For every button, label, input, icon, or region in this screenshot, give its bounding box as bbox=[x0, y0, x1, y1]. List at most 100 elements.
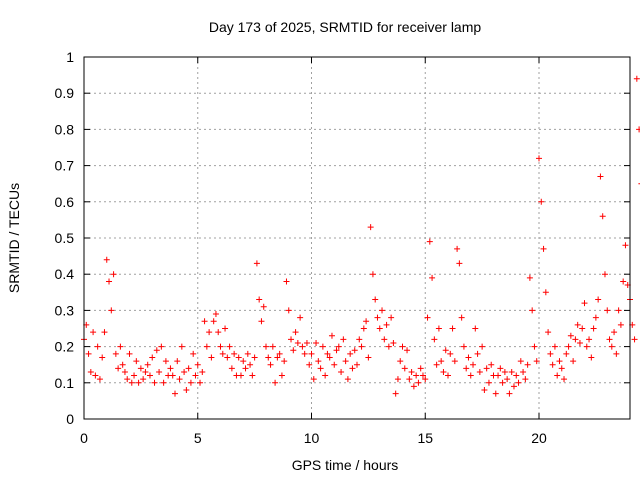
data-point bbox=[115, 365, 122, 372]
data-point bbox=[360, 325, 367, 332]
data-point bbox=[217, 343, 224, 350]
data-point bbox=[333, 347, 340, 354]
data-point bbox=[410, 383, 417, 390]
data-point bbox=[451, 358, 458, 365]
data-point bbox=[351, 347, 358, 354]
data-point bbox=[638, 183, 640, 185]
data-point bbox=[124, 376, 131, 383]
data-point bbox=[515, 379, 522, 386]
data-point bbox=[192, 372, 199, 379]
data-point bbox=[183, 387, 190, 394]
x-tick-label: 0 bbox=[80, 430, 88, 446]
data-point bbox=[338, 368, 345, 375]
data-point bbox=[363, 318, 370, 325]
data-point bbox=[390, 339, 397, 346]
data-point bbox=[260, 303, 267, 310]
data-point bbox=[87, 368, 94, 375]
data-point bbox=[244, 350, 251, 357]
data-point bbox=[133, 358, 140, 365]
data-point bbox=[276, 350, 283, 357]
data-point bbox=[401, 365, 408, 372]
x-tick-label: 10 bbox=[304, 430, 320, 446]
data-point bbox=[606, 336, 613, 343]
data-point bbox=[381, 336, 388, 343]
data-point bbox=[210, 318, 217, 325]
data-point bbox=[142, 368, 149, 375]
data-point bbox=[485, 379, 492, 386]
data-point bbox=[529, 307, 536, 314]
data-point bbox=[449, 325, 456, 332]
data-point bbox=[406, 376, 413, 383]
data-point bbox=[495, 372, 502, 379]
data-point bbox=[576, 339, 583, 346]
data-point bbox=[561, 376, 568, 383]
data-point bbox=[288, 336, 295, 343]
data-point bbox=[365, 354, 372, 361]
data-point bbox=[533, 358, 540, 365]
y-tick-label: 0 bbox=[66, 411, 74, 427]
data-point bbox=[379, 307, 386, 314]
data-point bbox=[613, 350, 620, 357]
data-point bbox=[197, 379, 204, 386]
data-point bbox=[151, 379, 158, 386]
data-point bbox=[504, 376, 511, 383]
data-point bbox=[112, 350, 119, 357]
data-point bbox=[356, 336, 363, 343]
data-point bbox=[256, 296, 263, 303]
data-point bbox=[358, 343, 365, 350]
data-point bbox=[121, 368, 128, 375]
data-point bbox=[508, 368, 515, 375]
y-axis-label: SRMTID / TECUs bbox=[6, 183, 22, 293]
data-point bbox=[636, 126, 640, 133]
y-tick-label: 0.8 bbox=[55, 121, 75, 137]
data-point bbox=[567, 332, 574, 339]
data-point bbox=[235, 354, 242, 361]
x-tick-label: 15 bbox=[417, 430, 433, 446]
data-point bbox=[590, 325, 597, 332]
data-point bbox=[269, 343, 276, 350]
data-point bbox=[131, 372, 138, 379]
data-point bbox=[249, 372, 256, 379]
data-point bbox=[128, 379, 135, 386]
data-point bbox=[476, 368, 483, 375]
data-point bbox=[499, 379, 506, 386]
data-point bbox=[394, 376, 401, 383]
data-point bbox=[181, 368, 188, 375]
data-point bbox=[438, 358, 445, 365]
x-axis-label: GPS time / hours bbox=[292, 457, 399, 473]
data-point bbox=[85, 350, 92, 357]
data-point bbox=[415, 379, 422, 386]
data-point bbox=[472, 325, 479, 332]
data-point bbox=[408, 368, 415, 375]
y-tick-label: 1 bbox=[66, 49, 74, 65]
data-point bbox=[94, 343, 101, 350]
data-point bbox=[570, 358, 577, 365]
data-point bbox=[465, 354, 472, 361]
data-point bbox=[454, 245, 461, 252]
y-tick-label: 0.1 bbox=[55, 375, 75, 391]
data-point bbox=[190, 350, 197, 357]
data-point bbox=[601, 271, 608, 278]
data-point bbox=[103, 256, 110, 263]
data-point bbox=[106, 278, 113, 285]
data-point bbox=[369, 271, 376, 278]
data-point bbox=[169, 372, 176, 379]
data-point bbox=[510, 383, 517, 390]
y-tick-label: 0.5 bbox=[55, 230, 75, 246]
data-point bbox=[563, 350, 570, 357]
data-point bbox=[513, 372, 520, 379]
data-point bbox=[547, 350, 554, 357]
data-point bbox=[531, 343, 538, 350]
data-point bbox=[324, 350, 331, 357]
data-point bbox=[470, 361, 477, 368]
data-points bbox=[81, 75, 640, 397]
data-point bbox=[313, 339, 320, 346]
data-point bbox=[458, 314, 465, 321]
data-point bbox=[146, 372, 153, 379]
data-point bbox=[429, 274, 436, 281]
chart-title: Day 173 of 2025, SRMTID for receiver lam… bbox=[209, 19, 482, 35]
data-point bbox=[481, 387, 488, 394]
data-point bbox=[194, 361, 201, 368]
data-point bbox=[592, 314, 599, 321]
